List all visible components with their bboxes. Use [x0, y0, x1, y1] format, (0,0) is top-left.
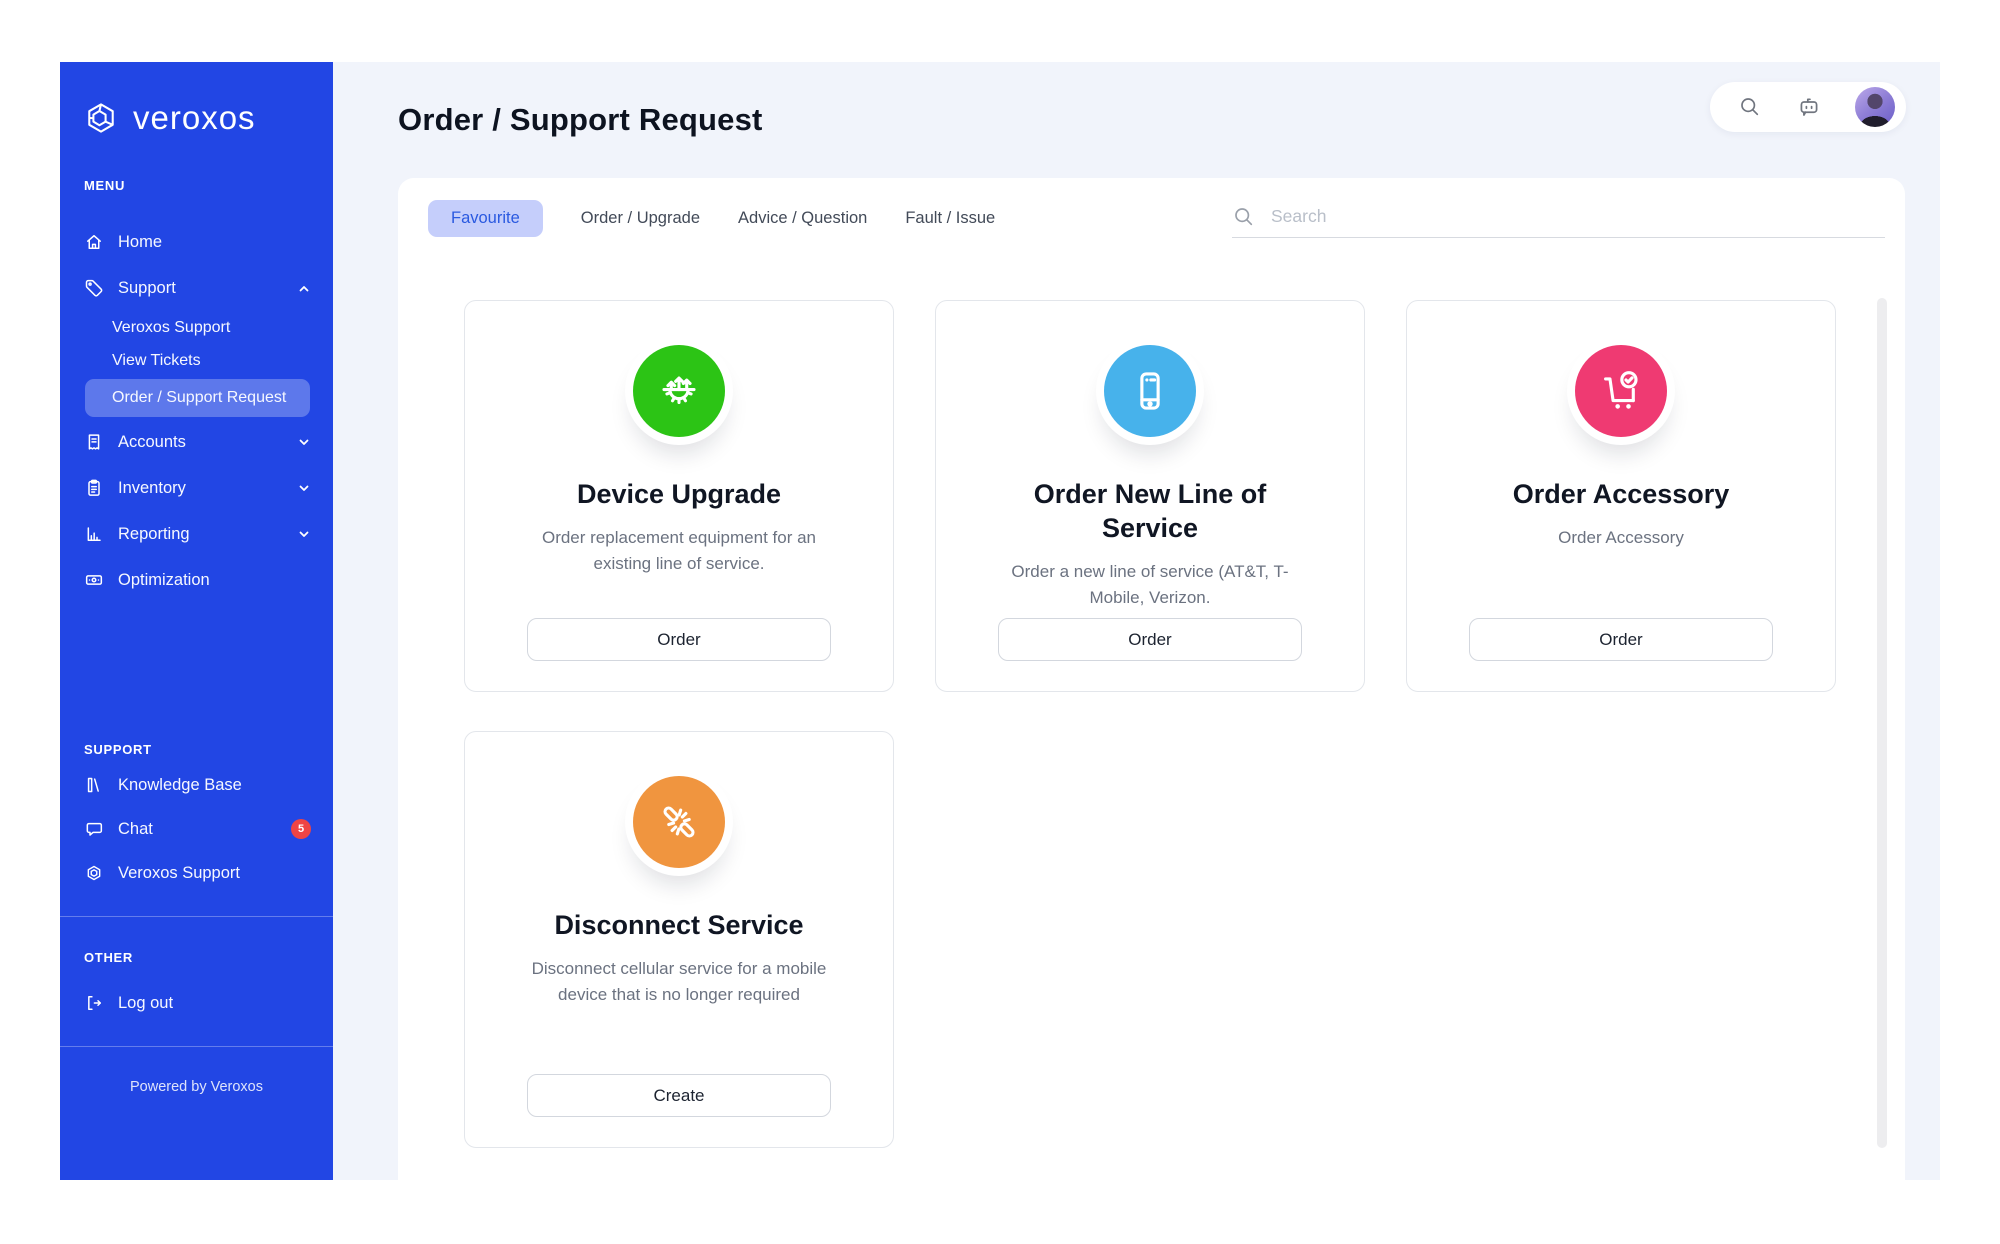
- avatar[interactable]: [1855, 87, 1895, 127]
- card-order-new-line: Order New Line of Service Order a new li…: [935, 300, 1365, 692]
- sidebar-item-label: Accounts: [118, 432, 186, 451]
- chevron-up-icon: [297, 281, 311, 295]
- vertical-scrollbar[interactable]: [1877, 298, 1887, 1148]
- tag-icon: [84, 278, 104, 298]
- brand-logo-text: veroxos: [133, 99, 256, 136]
- sidebar-item-label: Log out: [118, 993, 174, 1012]
- brand-logo[interactable]: veroxos: [60, 95, 333, 141]
- order-button[interactable]: Order: [1469, 618, 1773, 661]
- sidebar-subitem-order-support-request[interactable]: Order / Support Request: [85, 379, 310, 417]
- receipt-icon: [84, 432, 104, 452]
- main-nav: Home Support Veroxos Support View Tick: [60, 219, 333, 603]
- sidebar-item-veroxos-support[interactable]: Veroxos Support: [60, 851, 333, 895]
- sidebar-item-home[interactable]: Home: [60, 219, 333, 265]
- order-button[interactable]: Order: [998, 618, 1302, 661]
- card-device-upgrade: Device Upgrade Order replacement equipme…: [464, 300, 894, 692]
- sidebar: veroxos MENU Home Support: [60, 62, 333, 1180]
- header-toolbar: [1710, 82, 1906, 132]
- card-description: Order a new line of service (AT&T, T-Mob…: [1011, 562, 1289, 607]
- card-description: Disconnect cellular service for a mobile…: [531, 959, 827, 1004]
- menu-section-label: MENU: [84, 178, 126, 193]
- sidebar-item-logout[interactable]: Log out: [60, 981, 333, 1025]
- create-button[interactable]: Create: [527, 1074, 831, 1117]
- sidebar-divider: [60, 1046, 333, 1047]
- card-description: Order Accessory: [1558, 528, 1684, 547]
- card-title: Order Accessory: [1512, 479, 1730, 509]
- chevron-down-icon: [297, 481, 311, 495]
- sidebar-item-support[interactable]: Support: [60, 265, 333, 311]
- books-icon: [84, 775, 104, 795]
- sidebar-item-label: Home: [118, 232, 163, 251]
- sidebar-item-label: Knowledge Base: [118, 775, 242, 794]
- card-disconnect-service: Disconnect Service Disconnect cellular s…: [464, 731, 894, 1148]
- sidebar-item-label: Reporting: [118, 524, 190, 543]
- chevron-down-icon: [297, 527, 311, 541]
- other-nav: Log out: [60, 981, 333, 1025]
- search-input[interactable]: [1271, 206, 1885, 227]
- tab-order-upgrade[interactable]: Order / Upgrade: [580, 209, 701, 227]
- main-content: Order / Support Request Favourite: [333, 62, 1940, 1180]
- tab-favourite[interactable]: Favourite: [428, 200, 543, 237]
- chat-bubble-icon: [84, 819, 104, 839]
- sidebar-item-reporting[interactable]: Reporting: [60, 511, 333, 557]
- search-field: [1232, 196, 1885, 238]
- content-panel: Favourite Order / Upgrade Advice / Quest…: [398, 178, 1905, 1180]
- card-title: Disconnect Service: [554, 910, 804, 940]
- app-window: veroxos MENU Home Support: [60, 62, 1940, 1180]
- sidebar-item-label: Support: [118, 278, 176, 297]
- clipboard-icon: [84, 478, 104, 498]
- broken-link-icon: [633, 776, 725, 868]
- tab-fault-issue[interactable]: Fault / Issue: [905, 209, 996, 227]
- other-section-label: OTHER: [84, 950, 133, 965]
- chat-unread-badge: 5: [291, 819, 311, 839]
- sidebar-item-accounts[interactable]: Accounts: [60, 419, 333, 465]
- hexagon-icon: [84, 863, 104, 883]
- tab-advice-question[interactable]: Advice / Question: [738, 209, 868, 227]
- veroxos-logo-icon: [82, 99, 120, 137]
- page-title: Order / Support Request: [398, 102, 763, 137]
- search-icon: [1232, 205, 1256, 229]
- sidebar-subitem-view-tickets[interactable]: View Tickets: [112, 351, 201, 369]
- sidebar-divider: [60, 916, 333, 917]
- home-icon: [84, 232, 104, 252]
- bar-chart-icon: [84, 524, 104, 544]
- sidebar-item-label: Chat: [118, 819, 153, 838]
- support-nav: Knowledge Base Chat 5 Verox: [60, 763, 333, 895]
- card-order-accessory: Order Accessory Order Accessory Order: [1406, 300, 1836, 692]
- chat-bot-icon[interactable]: [1796, 94, 1822, 120]
- chevron-down-icon: [297, 435, 311, 449]
- request-cards: Device Upgrade Order replacement equipme…: [464, 300, 1836, 1148]
- sidebar-item-optimization[interactable]: Optimization: [60, 557, 333, 603]
- smartphone-icon: [1104, 345, 1196, 437]
- sidebar-item-label: Optimization: [118, 570, 210, 589]
- sidebar-subitem-veroxos-support[interactable]: Veroxos Support: [112, 318, 231, 336]
- request-type-tabs: Favourite Order / Upgrade Advice / Quest…: [428, 200, 995, 237]
- sidebar-item-chat[interactable]: Chat 5: [60, 807, 333, 851]
- sidebar-item-label: Inventory: [118, 478, 186, 497]
- banknote-icon: [84, 570, 104, 590]
- card-title: Device Upgrade: [576, 479, 782, 509]
- search-icon[interactable]: [1738, 95, 1762, 119]
- powered-by-text: Powered by Veroxos: [130, 1079, 263, 1095]
- gear-arrows-icon: [633, 345, 725, 437]
- cart-check-icon: [1575, 345, 1667, 437]
- support-section-label: SUPPORT: [84, 742, 152, 757]
- card-title: Order New Line of Service: [1033, 479, 1267, 543]
- card-description: Order replacement equipment for an exist…: [541, 528, 817, 573]
- sidebar-item-label: Veroxos Support: [118, 863, 240, 882]
- logout-icon: [84, 993, 104, 1013]
- order-button[interactable]: Order: [527, 618, 831, 661]
- sidebar-item-knowledge-base[interactable]: Knowledge Base: [60, 763, 333, 807]
- sidebar-item-inventory[interactable]: Inventory: [60, 465, 333, 511]
